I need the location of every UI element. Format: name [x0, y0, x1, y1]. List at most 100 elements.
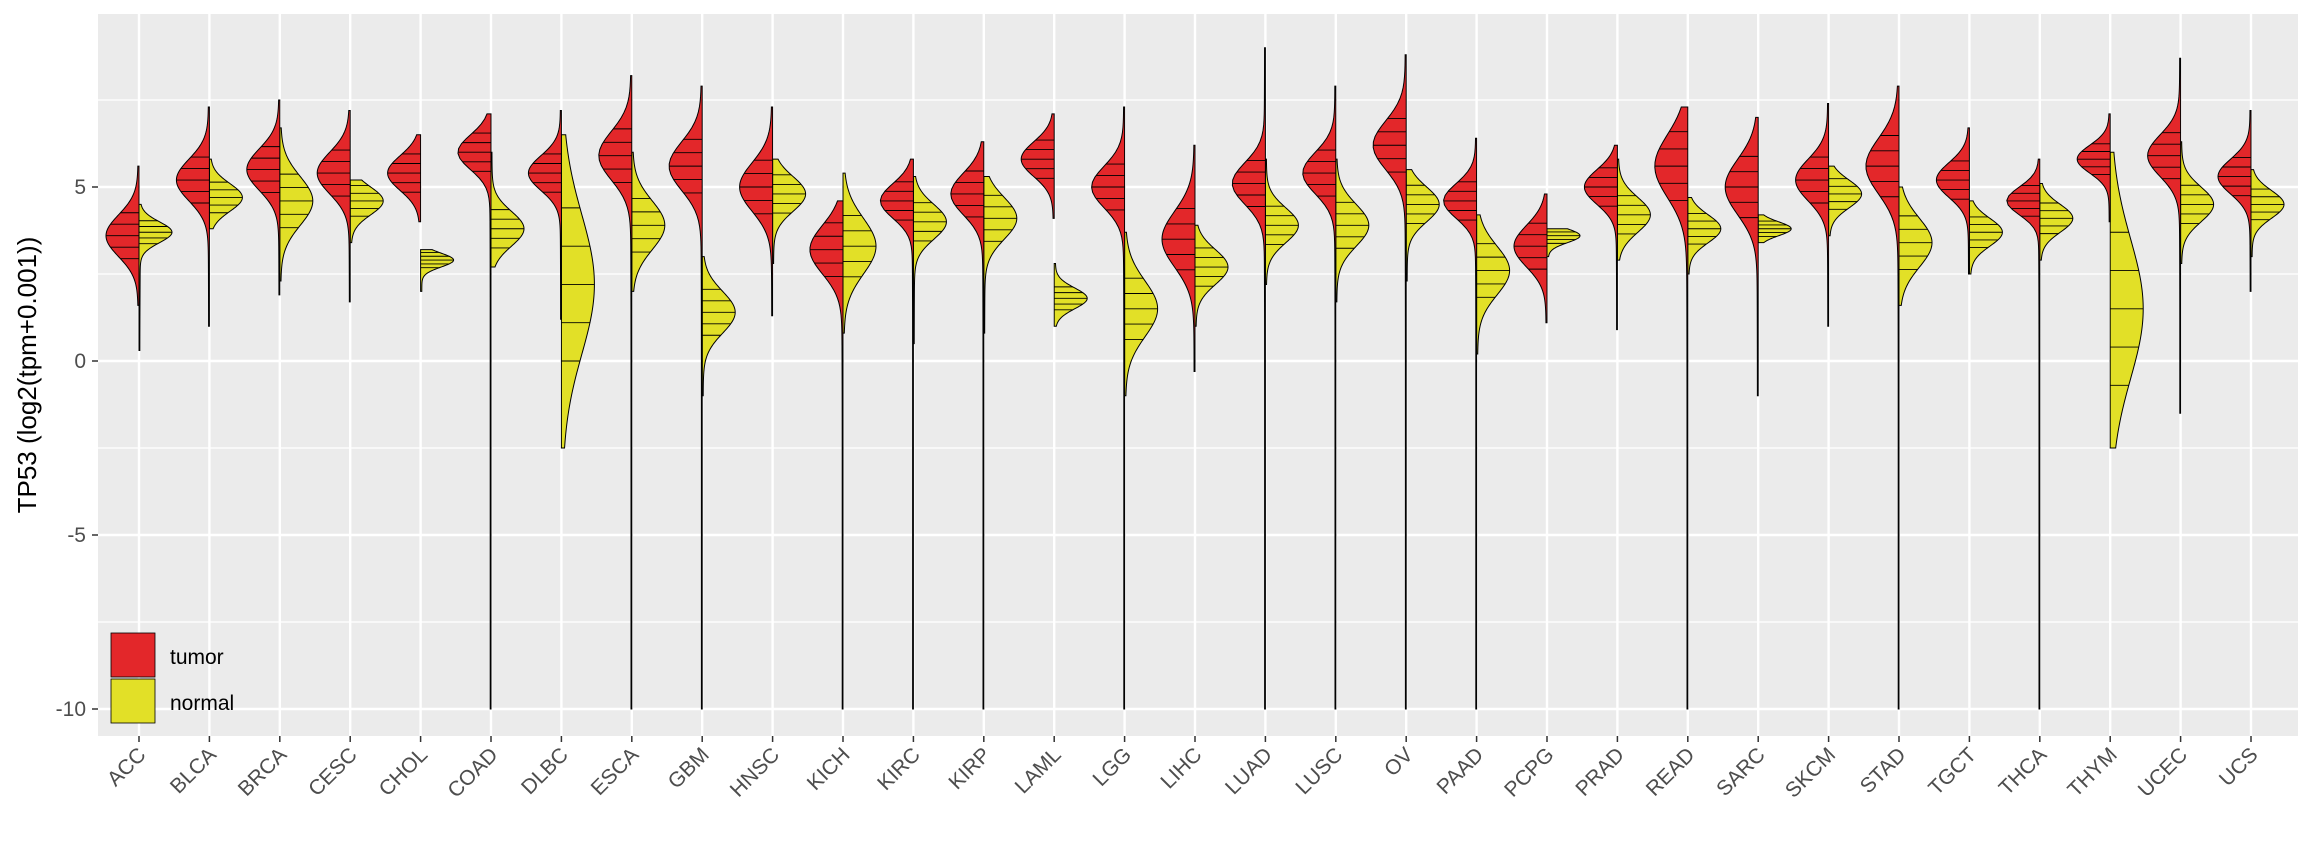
violin-normal-ov	[1405, 169, 1440, 282]
violin-normal-cesc-shape	[349, 179, 384, 244]
violin-tumor-chol	[387, 134, 422, 223]
violin-normal-pcpg	[1546, 228, 1581, 258]
x-tick-label: CHOL	[375, 743, 433, 801]
violin-tumor-ucs-shape	[2217, 109, 2252, 292]
x-tick-label: SKCM	[1781, 743, 1840, 802]
violin-normal-acc-shape	[138, 203, 173, 352]
violin-normal-brca	[279, 127, 314, 282]
violin-tumor-chol-shape	[387, 134, 422, 223]
violin-normal-lgg	[1124, 231, 1159, 397]
violin-tumor-cesc	[316, 109, 351, 303]
violin-tumor-luad-shape	[1231, 47, 1266, 710]
violin-tumor-coad	[457, 113, 492, 710]
violin-tumor-hnsc-shape	[739, 106, 774, 317]
x-tick-label: BRCA	[234, 743, 292, 801]
violin-normal-esca-shape	[631, 151, 666, 292]
violin-tumor-ucs	[2217, 109, 2252, 292]
x-tick-label: KIRC	[873, 743, 925, 795]
violin-tumor-esca	[598, 75, 633, 710]
x-tick-label: SARC	[1712, 743, 1770, 801]
legend: tumor normal	[110, 632, 234, 724]
violin-tumor-luad	[1231, 47, 1266, 710]
y-axis-ticks: -10 -5 0 5	[56, 176, 98, 721]
violin-normal-read-shape	[1687, 196, 1722, 275]
x-tick-label: DLBC	[517, 743, 573, 799]
violin-tumor-lusc-shape	[1302, 85, 1337, 710]
legend-swatch-tumor	[110, 632, 156, 678]
violin-tumor-lihc	[1161, 144, 1196, 372]
violin-normal-ucs	[2250, 169, 2285, 258]
violin-tumor-ov	[1372, 54, 1407, 710]
violin-normal-kirp	[983, 176, 1018, 334]
x-tick-label: UCEC	[2134, 743, 2192, 801]
violin-tumor-sarc	[1724, 116, 1759, 397]
violin-tumor-brca	[246, 99, 281, 296]
violin-normal-skcm-shape	[1828, 165, 1863, 237]
violin-tumor-thym-shape	[2076, 113, 2111, 223]
y-axis-title: TP53 (log2(tpm+0.001))	[12, 237, 42, 514]
violin-normal-stad	[1898, 186, 1933, 306]
violin-normal-blca	[208, 158, 243, 230]
plot-panel	[98, 14, 2298, 736]
violin-normal-esca	[631, 151, 666, 292]
violin-normal-prad	[1616, 158, 1651, 261]
violin-tumor-blca	[175, 106, 210, 327]
violin-normal-dlbc-shape	[560, 134, 595, 449]
x-tick-label: LUSC	[1291, 743, 1347, 799]
violin-normal-kirc	[912, 176, 947, 345]
x-tick-label: PRAD	[1571, 743, 1629, 801]
violin-tumor-cesc-shape	[316, 109, 351, 303]
y-tick-label: 0	[74, 350, 86, 373]
violin-tumor-paad-shape	[1443, 137, 1478, 710]
violin-tumor-kirp	[950, 141, 985, 710]
violin-tumor-lgg	[1091, 106, 1126, 710]
violin-marks	[105, 47, 2285, 710]
violin-normal-laml-shape	[1053, 263, 1088, 327]
violin-tumor-stad-shape	[1865, 85, 1900, 710]
violin-normal-paad	[1476, 214, 1511, 355]
violin-normal-kich	[842, 172, 877, 334]
violin-normal-kich-shape	[842, 172, 877, 334]
x-tick-label: LAML	[1011, 743, 1066, 798]
violin-tumor-thca	[2006, 158, 2041, 710]
violin-normal-prad-shape	[1616, 158, 1651, 261]
violin-tumor-ov-shape	[1372, 54, 1407, 710]
x-tick-label: PAAD	[1433, 743, 1489, 799]
violin-tumor-dlbc-shape	[527, 109, 562, 320]
x-tick-label: KIRP	[944, 743, 995, 794]
violin-normal-hnsc-shape	[772, 158, 807, 265]
violin-normal-dlbc	[560, 134, 595, 449]
violin-normal-skcm	[1828, 165, 1863, 237]
violin-normal-thym	[2109, 151, 2144, 449]
violin-normal-cesc	[349, 179, 384, 244]
violin-normal-paad-shape	[1476, 214, 1511, 355]
violin-normal-luad-shape	[1264, 158, 1299, 285]
x-tick-label: HNSC	[726, 743, 784, 801]
violin-normal-coad	[490, 151, 525, 268]
violin-tumor-kirc	[879, 158, 914, 710]
violin-tumor-hnsc	[739, 106, 774, 317]
violin-normal-thca	[2039, 183, 2074, 261]
violin-tumor-ucec	[2147, 57, 2182, 414]
violin-tumor-gbm-shape	[668, 85, 703, 710]
x-tick-label: ESCA	[587, 743, 644, 800]
violin-tumor-gbm	[668, 85, 703, 710]
x-tick-label: TGCT	[1924, 743, 1981, 800]
violin-normal-ov-shape	[1405, 169, 1440, 282]
violin-tumor-acc	[105, 165, 140, 306]
legend-swatch-normal	[110, 678, 156, 724]
x-tick-label: STAD	[1856, 743, 1911, 798]
violin-tumor-blca-shape	[175, 106, 210, 327]
x-tick-label: LGG	[1089, 743, 1137, 791]
legend-label-normal: normal	[170, 692, 234, 715]
y-tick-label: 5	[74, 176, 86, 199]
violin-tumor-lgg-shape	[1091, 106, 1126, 710]
violin-tumor-read	[1654, 106, 1689, 710]
violin-normal-lusc	[1335, 158, 1370, 303]
violin-normal-acc	[138, 203, 173, 352]
violin-tumor-tgct	[1935, 127, 1970, 275]
violin-tumor-prad	[1583, 144, 1618, 331]
x-tick-label: ACC	[103, 743, 151, 791]
violin-tumor-kirc-shape	[879, 158, 914, 710]
